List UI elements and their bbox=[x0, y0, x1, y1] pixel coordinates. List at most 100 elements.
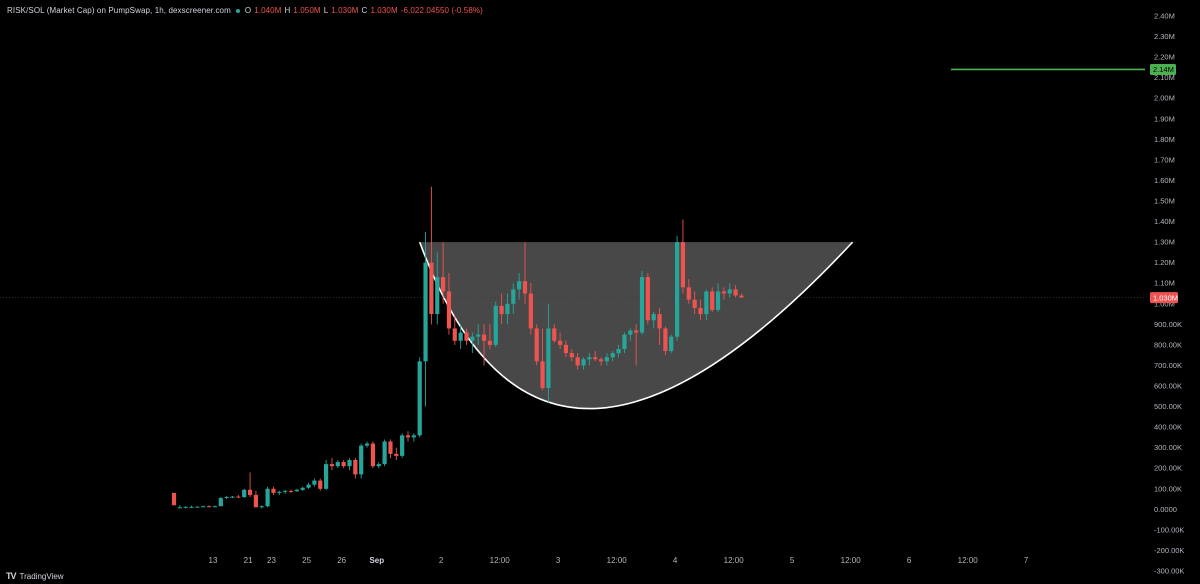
candle[interactable] bbox=[230, 495, 235, 499]
candle[interactable] bbox=[505, 293, 510, 325]
candle[interactable] bbox=[546, 303, 551, 403]
candle[interactable] bbox=[353, 457, 358, 479]
candle[interactable] bbox=[388, 439, 393, 458]
candle[interactable] bbox=[376, 462, 381, 469]
candle[interactable] bbox=[680, 219, 686, 294]
time-axis[interactable]: 13 21 23 25 26 Sep 2 12:00 3 12:00 4 12:00 5 12:00 6 12… bbox=[209, 556, 1029, 565]
candle[interactable] bbox=[423, 231, 428, 407]
candle[interactable] bbox=[598, 357, 604, 366]
candle[interactable] bbox=[733, 285, 738, 298]
candle[interactable] bbox=[224, 495, 229, 500]
candle[interactable] bbox=[429, 186, 434, 325]
candle[interactable] bbox=[534, 324, 539, 366]
candle[interactable] bbox=[405, 431, 411, 442]
candle[interactable] bbox=[306, 482, 311, 489]
candle[interactable] bbox=[441, 242, 446, 304]
candle[interactable] bbox=[253, 490, 258, 508]
candle[interactable] bbox=[288, 489, 294, 493]
tradingview-brand[interactable]: TV TradingView bbox=[6, 571, 64, 581]
candle[interactable] bbox=[247, 472, 253, 497]
candle[interactable] bbox=[324, 460, 329, 490]
candle[interactable] bbox=[189, 505, 194, 508]
candle[interactable] bbox=[715, 283, 721, 312]
candle[interactable] bbox=[698, 299, 703, 321]
candle[interactable] bbox=[259, 505, 264, 509]
candle[interactable] bbox=[628, 328, 633, 341]
candle[interactable] bbox=[183, 506, 188, 509]
candle[interactable] bbox=[575, 353, 580, 370]
candle[interactable] bbox=[721, 287, 726, 300]
candle[interactable] bbox=[359, 443, 364, 479]
candle[interactable] bbox=[382, 439, 387, 467]
candle[interactable] bbox=[552, 324, 557, 343]
candle[interactable] bbox=[400, 433, 405, 458]
candle[interactable] bbox=[692, 291, 697, 315]
candle[interactable] bbox=[335, 460, 340, 469]
candle[interactable] bbox=[347, 457, 352, 471]
candle[interactable] bbox=[704, 289, 709, 321]
candle[interactable] bbox=[563, 340, 569, 358]
candle[interactable] bbox=[411, 433, 416, 442]
candle[interactable] bbox=[511, 283, 516, 315]
candle[interactable] bbox=[645, 272, 650, 325]
candle[interactable] bbox=[195, 506, 200, 508]
candle[interactable] bbox=[558, 332, 563, 349]
candle[interactable] bbox=[177, 505, 182, 509]
candle[interactable] bbox=[435, 252, 440, 325]
candle[interactable] bbox=[517, 272, 522, 300]
candle[interactable] bbox=[528, 283, 533, 335]
price-axis[interactable]: 2.40M 2.30M 2.20M 2.10M 2.00M 1.90M 1.80M 1.70M… bbox=[1154, 12, 1184, 576]
candle[interactable] bbox=[236, 494, 241, 499]
candle[interactable] bbox=[727, 283, 732, 298]
candle[interactable] bbox=[639, 270, 645, 335]
candle[interactable] bbox=[277, 490, 282, 495]
candle[interactable] bbox=[481, 324, 487, 366]
candle[interactable] bbox=[446, 272, 452, 335]
candle[interactable] bbox=[522, 242, 528, 304]
candle[interactable] bbox=[610, 351, 615, 362]
candle[interactable] bbox=[569, 349, 574, 362]
candle[interactable] bbox=[312, 478, 317, 487]
candle[interactable] bbox=[370, 441, 375, 469]
candle[interactable] bbox=[394, 447, 399, 460]
candle[interactable] bbox=[329, 457, 335, 471]
pair-label[interactable]: RISK/SOL (Market Cap) on PumpSwap, 1h, d… bbox=[7, 6, 231, 15]
candle[interactable] bbox=[604, 353, 609, 366]
candle[interactable] bbox=[341, 460, 346, 469]
candle[interactable] bbox=[207, 505, 212, 508]
candle[interactable] bbox=[669, 334, 674, 354]
candle[interactable] bbox=[499, 293, 504, 325]
candle[interactable] bbox=[417, 357, 422, 438]
candle[interactable] bbox=[487, 324, 492, 349]
candle[interactable] bbox=[686, 279, 691, 304]
candle[interactable] bbox=[218, 497, 223, 507]
candle[interactable] bbox=[616, 344, 621, 358]
candle[interactable] bbox=[212, 505, 218, 508]
candle[interactable] bbox=[739, 293, 744, 298]
candle[interactable] bbox=[271, 486, 276, 495]
candle[interactable] bbox=[458, 324, 463, 349]
candle[interactable] bbox=[634, 324, 639, 366]
candle[interactable] bbox=[710, 287, 715, 312]
candle[interactable] bbox=[651, 312, 656, 329]
candle[interactable] bbox=[476, 324, 481, 345]
candle[interactable] bbox=[294, 488, 299, 492]
candle[interactable] bbox=[171, 492, 177, 506]
candle[interactable] bbox=[201, 505, 206, 508]
candle[interactable] bbox=[300, 486, 305, 491]
candle[interactable] bbox=[464, 328, 469, 345]
symbol-header[interactable]: RISK/SOL (Market Cap) on PumpSwap, 1h, d… bbox=[7, 6, 483, 15]
candle[interactable] bbox=[318, 478, 323, 491]
candle[interactable] bbox=[657, 307, 662, 345]
candle[interactable] bbox=[587, 353, 592, 366]
candle[interactable] bbox=[540, 328, 545, 391]
candle[interactable] bbox=[364, 441, 370, 448]
candle[interactable] bbox=[283, 489, 288, 494]
candle[interactable] bbox=[242, 488, 247, 499]
cup-curve[interactable] bbox=[418, 241, 854, 410]
candle[interactable] bbox=[493, 301, 498, 347]
candle[interactable] bbox=[581, 357, 586, 370]
candle[interactable] bbox=[622, 332, 627, 354]
